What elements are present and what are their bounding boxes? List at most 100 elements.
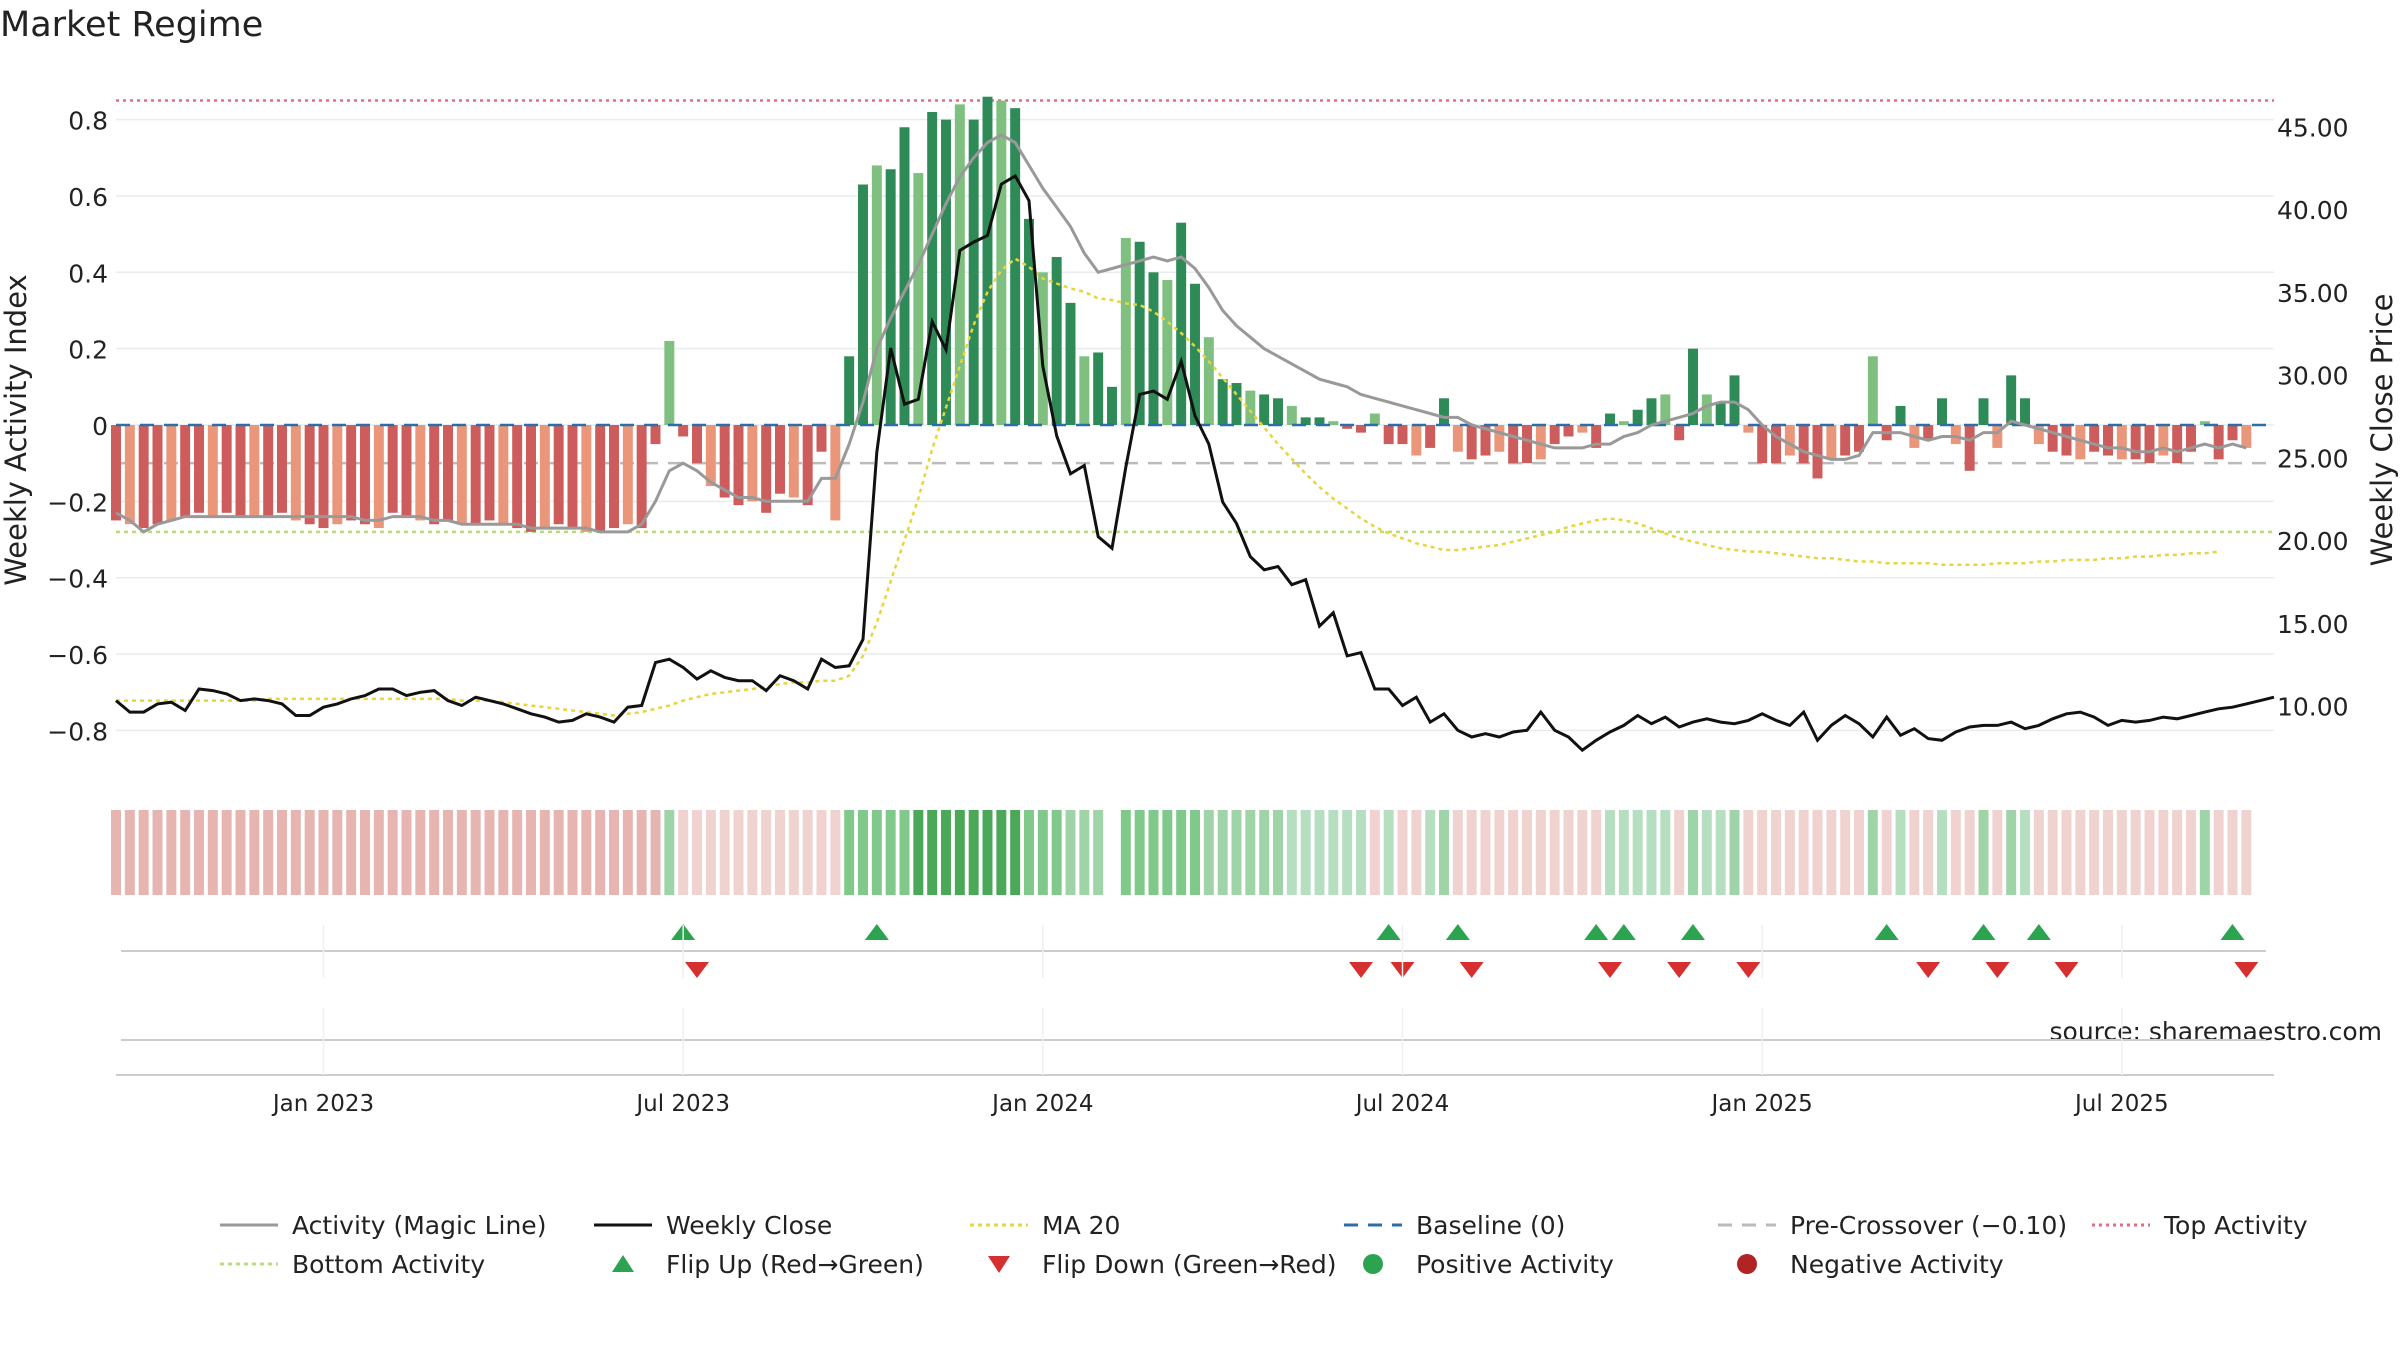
regime-band-cell [1964,810,1975,895]
regime-band-cell [581,810,592,895]
x-tick-label: Jul 2025 [2073,1091,2169,1117]
regime-band [111,810,2252,895]
regime-band-cell [1356,810,1366,895]
regime-band-cell [1701,810,1712,895]
activity-bar [1300,417,1311,425]
activity-bar [1494,425,1505,452]
activity-bar [304,425,315,525]
right-tick-label: 45.00 [2277,113,2349,142]
activity-bar [1605,413,1615,425]
activity-bar [2089,425,2100,452]
regime-band-cell [1881,810,1892,895]
regime-band-cell [2033,810,2044,895]
activity-bar [1895,405,1906,425]
left-tick-label: 0.8 [68,107,108,136]
activity-bar [429,425,440,525]
regime-band-cell [1826,810,1837,895]
regime-band-cell [1383,810,1394,895]
activity-bar [512,425,523,529]
activity-bar [1950,425,1961,445]
regime-band-cell [747,810,758,895]
regime-band-cell [1632,810,1643,895]
regime-band-cell [152,810,163,895]
x-tick-label: Jul 2023 [634,1091,730,1117]
activity-bar [1356,425,1366,433]
activity-bar [830,425,841,521]
regime-band-cell [2144,810,2155,895]
activity-bar [1452,425,1463,452]
activity-bar [2130,425,2141,460]
activity-bar [567,425,578,529]
activity-bar [1397,425,1408,445]
right-tick-label: 20.00 [2277,527,2349,556]
activity-bar [1231,383,1242,425]
x-tick-label: Jan 2024 [990,1091,1093,1117]
activity-bar [1273,398,1283,425]
activity-bar [111,425,121,521]
activity-bar [290,425,301,521]
regime-band-cell [899,810,910,895]
activity-bar [719,425,730,498]
x-axis: Jan 2023 Jul 2023 Jan 2024 Jul 2024 Jan 2025… [116,925,2274,1117]
regime-band-cell [180,810,191,895]
activity-bar [1577,425,1588,433]
regime-band-cell [1757,810,1768,895]
legend-label: MA 20 [1042,1211,1120,1240]
left-tick-label: −0.2 [47,488,108,517]
regime-band-cell [166,810,177,895]
regime-band-cell [775,810,785,895]
regime-band-cell [871,810,882,895]
regime-band-cell [1937,810,1947,895]
activity-bars [111,96,2252,532]
activity-bar [1743,425,1754,433]
activity-bar [484,425,495,521]
flip-up-marker [1376,924,1401,940]
regime-band-cell [1231,810,1242,895]
activity-bar [968,119,979,425]
regime-band-cell [2047,810,2058,895]
activity-bar [401,425,412,517]
regime-band-cell [2172,810,2183,895]
regime-band-cell [636,810,647,895]
left-tick-label: 0 [92,412,108,441]
regime-band-cell [705,810,716,895]
activity-bar [622,425,633,525]
activity-bar [553,425,564,525]
activity-bar [858,184,868,425]
activity-bar [1203,337,1214,425]
activity-bar [1715,402,1726,425]
regime-band-cell [913,810,924,895]
activity-bar [899,127,910,426]
regime-band-cell [1397,810,1408,895]
activity-bar [1259,394,1270,425]
regime-band-cell [2227,810,2238,895]
regime-band-cell [1978,810,1989,895]
regime-band-cell [996,810,1007,895]
activity-bar [277,425,287,513]
regime-band-cell [360,810,370,895]
regime-band-cell [415,810,426,895]
regime-band-cell [1660,810,1671,895]
activity-bar [2116,425,2127,460]
x-tick-label: Jan 2023 [271,1091,374,1117]
activity-bar [2199,421,2210,425]
regime-band-cell [194,810,204,895]
activity-bar [664,341,675,425]
legend-label: Baseline (0) [1416,1211,1565,1240]
regime-band-cell [2075,810,2086,895]
regime-band-cell [1577,810,1588,895]
regime-band-cell [567,810,578,895]
regime-band-cell [595,810,606,895]
regime-band-cell [207,810,218,895]
regime-band-cell [526,810,536,895]
right-tick-label: 40.00 [2277,196,2349,225]
right-axis-label: Weekly Close Price [2365,294,2399,567]
flip-down-marker [1667,962,1692,978]
activity-bar [816,425,827,452]
activity-bar [221,425,232,513]
activity-bar [954,104,965,426]
regime-band-cell [1784,810,1795,895]
flip-down-marker [1985,962,2010,978]
regime-band-cell [968,810,979,895]
regime-band-cell [982,810,993,895]
